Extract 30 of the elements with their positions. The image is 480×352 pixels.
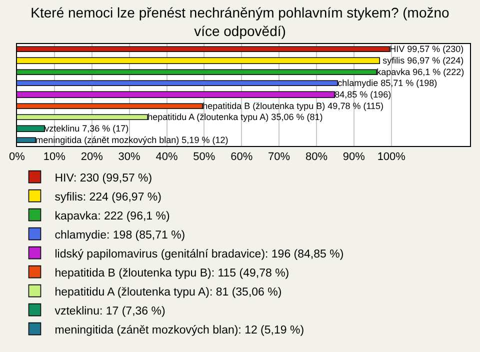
x-tick-label: 40%	[156, 151, 178, 164]
x-tick-label: 30%	[118, 151, 141, 164]
legend-label: hepatitidu A (žloutenka typu A): 81 (35,06 %)	[54, 286, 282, 298]
data-label: hepatitidu A (žloutenka typu A) 35,06 % (81)	[148, 112, 323, 122]
chart-title: Které nemoci lze přenést nechráněným pohlavním stykem? (možno více odpovědí)	[30, 4, 450, 39]
data-label: vzteklinu 7,36 % (17)	[44, 124, 129, 134]
data-label: meningitida (zánět mozkových blan) 5,19 % (12)	[36, 135, 228, 146]
data-label: 84,85 % (196)	[334, 90, 392, 100]
data-label: syfilis 96,97 % (224)	[382, 56, 464, 66]
legend-label: lidský papilomavirus (genitální bradavice): 196 (84,85 %)	[54, 248, 344, 260]
legend-label: vzteklinu: 17 (7,36 %)	[54, 305, 166, 318]
data-label: kapavka 96,1 % (222)	[376, 67, 464, 78]
x-tick-label: 50%	[193, 151, 216, 164]
legend-label: HIV: 230 (99,57 %)	[54, 172, 152, 184]
x-tick-label: 80%	[305, 151, 328, 164]
legend-label: syfilis: 224 (96,97 %)	[54, 191, 162, 204]
x-tick-label: 0%	[9, 151, 26, 164]
x-tick-label: 100%	[377, 151, 406, 164]
x-tick-label: 20%	[80, 151, 104, 164]
legend-label: meningitida (zánět mozkových blan): 12 (5,19 %)	[54, 324, 304, 336]
legend-label: hepatitida B (žloutenka typu B): 115 (49,78 %)	[54, 267, 290, 280]
data-label: HIV 99,57 % (230)	[390, 44, 464, 54]
legend-label: chlamydie: 198 (85,71 %)	[54, 229, 186, 242]
x-tick-label: 10%	[43, 151, 66, 164]
data-label: chlamydie 85,71 % (198)	[338, 78, 438, 88]
legend-label: kapavka: 222 (96,1 %)	[54, 210, 170, 222]
x-tick-label: 90%	[342, 151, 366, 164]
data-label: hepatitida B (žloutenka typu B) 49,78 % (115)	[202, 101, 384, 112]
x-tick-label: 70%	[268, 151, 290, 164]
x-tick-label: 60%	[230, 151, 253, 164]
